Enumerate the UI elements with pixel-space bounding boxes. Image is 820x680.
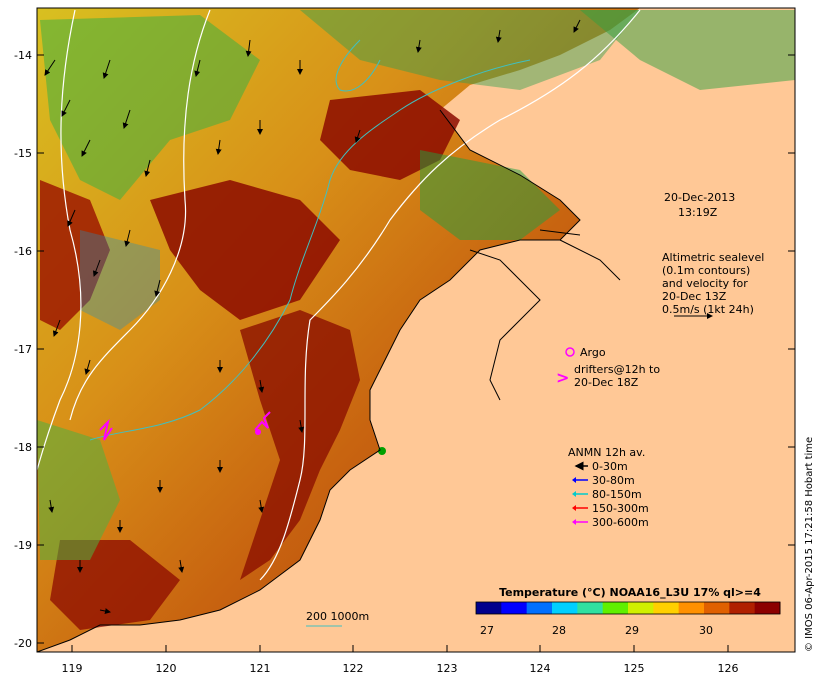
cool-patch xyxy=(420,150,560,240)
lon-tick: 124 xyxy=(530,662,551,675)
lon-tick: 121 xyxy=(250,662,271,675)
cool-patch xyxy=(580,10,795,90)
anmn-item: 150-300m xyxy=(592,502,649,515)
altimetry-text: 20-Dec 13Z xyxy=(662,290,727,303)
lat-tick: -18 xyxy=(14,441,32,454)
lon-tick: 123 xyxy=(437,662,458,675)
lon-tick: 126 xyxy=(718,662,739,675)
warm-band xyxy=(150,180,340,320)
bathymetry-200m xyxy=(89,59,531,441)
lon-tick: 119 xyxy=(62,662,83,675)
cool-patch xyxy=(300,10,640,90)
argo-symbol xyxy=(565,347,575,357)
colorbar-cell xyxy=(628,602,654,614)
colorbar-cell xyxy=(653,602,680,614)
cool-patch xyxy=(80,230,160,330)
lon-tick: 120 xyxy=(156,662,177,675)
coastline xyxy=(37,109,581,652)
lat-tick: -17 xyxy=(14,343,32,356)
lon-axis: 119 120 121 122 123 124 125 126 xyxy=(62,645,739,675)
lat-tick: -16 xyxy=(14,245,32,258)
lat-axis: -14 -15 -16 -17 -18 -19 -20 xyxy=(14,49,795,650)
anmn-item: 80-150m xyxy=(592,488,642,501)
plot-frame xyxy=(36,7,796,653)
altimetry-text: Altimetric sealevel xyxy=(662,251,764,264)
depth-scale-label: 200 1000m xyxy=(306,610,369,623)
lat-tick: -19 xyxy=(14,539,32,552)
sealevel-contour xyxy=(37,9,82,471)
time-label: 13:19Z xyxy=(678,206,718,219)
colorbar-cell xyxy=(476,602,502,614)
colorbar-cell xyxy=(526,602,553,614)
anmn-item: 300-600m xyxy=(592,516,649,529)
lat-tick: -20 xyxy=(14,637,32,650)
argo-label: Argo xyxy=(580,346,606,359)
colorbar-cell xyxy=(552,602,578,614)
bathymetry-1000m xyxy=(335,39,381,92)
colorbar-cell xyxy=(754,602,781,614)
anmn-title: ANMN 12h av. xyxy=(568,446,645,459)
colorbar-cells xyxy=(476,602,781,614)
altimetry-legend: Altimetric sealevel (0.1m contours) and … xyxy=(662,251,764,319)
lat-tick: -15 xyxy=(14,147,32,160)
cool-patch xyxy=(37,420,120,560)
colorbar-frame xyxy=(475,601,781,615)
drifter-track xyxy=(99,411,271,441)
velocity-arrows xyxy=(44,19,581,614)
sealevel-contour xyxy=(69,9,211,421)
drifters-label: drifters@12h to xyxy=(574,363,660,376)
altimetry-text: (0.1m contours) xyxy=(662,264,750,277)
lon-tick: 122 xyxy=(343,662,364,675)
colorbar-cell xyxy=(602,602,629,614)
colorbar-cell xyxy=(501,602,528,614)
drifter-symbol: > xyxy=(556,368,569,387)
anmn-item: 30-80m xyxy=(592,474,635,487)
lon-tick: 125 xyxy=(624,662,645,675)
colorbar-tick: 29 xyxy=(625,624,639,637)
colorbar: Temperature (°C) NOAA16_L3U 17% ql>=4 27… xyxy=(475,586,781,637)
credit-text: © IMOS 06-Apr-2015 17:21:58 Hobart time xyxy=(804,437,815,652)
colorbar-cell xyxy=(729,602,756,614)
altimetry-text: and velocity for xyxy=(662,277,748,290)
warm-band xyxy=(50,540,180,630)
date-label: 20-Dec-2013 xyxy=(664,191,735,204)
coastline-islands xyxy=(469,229,621,401)
colorbar-cell xyxy=(704,602,730,614)
sealevel-contour xyxy=(259,9,641,581)
warm-band xyxy=(40,180,110,330)
colorbar-cell xyxy=(678,602,705,614)
colorbar-tick: 28 xyxy=(552,624,566,637)
colorbar-title: Temperature (°C) NOAA16_L3U 17% ql>=4 xyxy=(499,586,761,599)
anmn-legend: ANMN 12h av. 0-30m 30-80m 80-150m 150-30… xyxy=(568,446,649,529)
anmn-item: 0-30m xyxy=(592,460,628,473)
altimetry-text: 0.5m/s (1kt 24h) xyxy=(662,303,754,316)
warm-band xyxy=(240,310,360,580)
lat-tick: -14 xyxy=(14,49,32,62)
colorbar-cell xyxy=(577,602,604,614)
colorbar-tick: 27 xyxy=(480,624,494,637)
colorbar-tick: 30 xyxy=(699,624,713,637)
drifters-label: 20-Dec 18Z xyxy=(574,376,639,389)
cool-patch xyxy=(40,15,260,200)
